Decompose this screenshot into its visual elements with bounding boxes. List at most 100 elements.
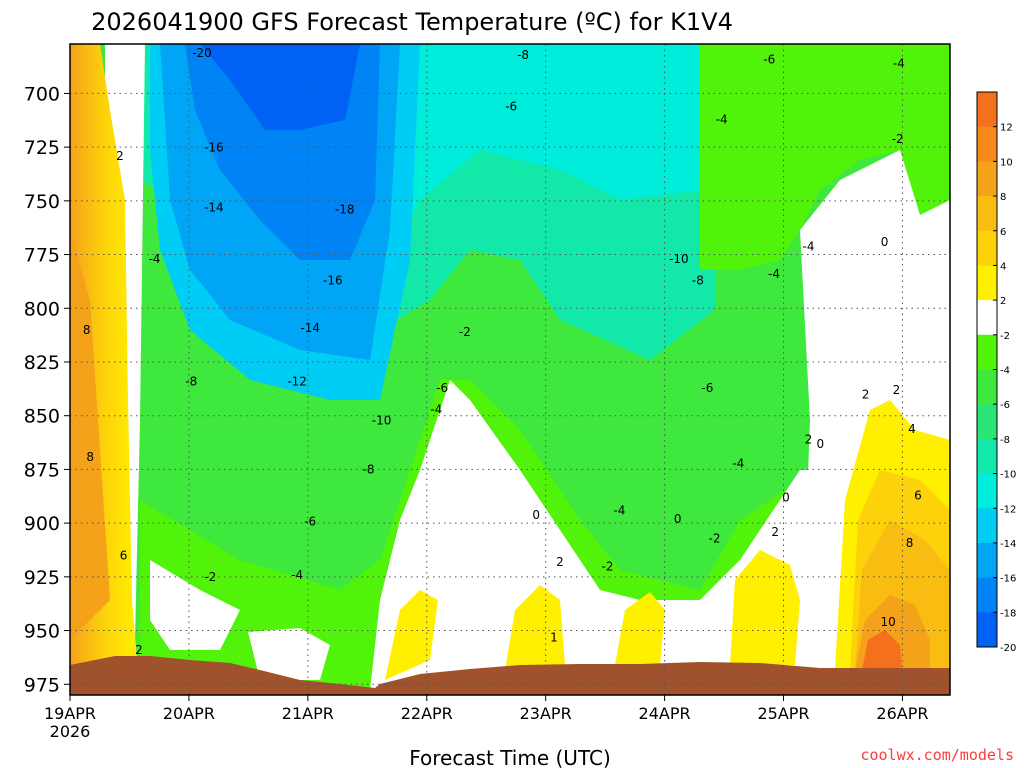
contour-label: 4 <box>908 422 916 436</box>
contour-label: -2 <box>709 531 721 545</box>
field-warm-lobe-2 <box>505 585 565 670</box>
colorbar-tick-label: -6 <box>1000 400 1010 411</box>
contour-label: -4 <box>732 456 744 470</box>
contour-label: 6 <box>914 488 922 502</box>
colorbar-tick-label: 10 <box>1000 157 1013 168</box>
y-tick-label: 975 <box>24 674 60 696</box>
plot-frame <box>69 43 951 696</box>
colorbar-swatch <box>977 404 997 440</box>
y-tick-label: 875 <box>24 459 60 481</box>
colorbar-swatch <box>977 300 997 336</box>
contour-label: -8 <box>692 274 704 288</box>
contour-label: 2 <box>116 149 124 163</box>
contour-label: 1 <box>550 630 558 644</box>
contour-label: -8 <box>363 463 375 477</box>
contour-label: -4 <box>613 504 625 518</box>
contour-label: -16 <box>323 274 343 288</box>
contour-label: 8 <box>86 450 94 464</box>
contour-label: -6 <box>436 381 448 395</box>
field-warm-right-12 <box>862 630 902 670</box>
x-axis-label: Forecast Time (UTC) <box>409 746 611 768</box>
credit-text: coolwx.com/models <box>860 746 1014 764</box>
plot-grid <box>70 44 950 695</box>
colorbar-swatch <box>977 265 997 301</box>
field-warm-lobe-1 <box>385 590 438 680</box>
contour-label: 8 <box>906 536 914 550</box>
y-tick-label: 950 <box>24 621 60 643</box>
contour-label: 2 <box>135 643 143 657</box>
contour-label: 2 <box>862 388 870 402</box>
contour-label: -6 <box>701 381 713 395</box>
y-tick-label: 900 <box>24 513 60 535</box>
contour-label: 10 <box>881 615 896 629</box>
contour-label: -6 <box>763 52 775 66</box>
contour-label: 0 <box>817 437 825 451</box>
x-tick-sublabel: 2026 <box>50 722 91 741</box>
colorbar-tick-label: -8 <box>1000 435 1010 446</box>
y-tick-label: 725 <box>24 137 60 159</box>
contour-label: 0 <box>881 235 889 249</box>
contour-label: -4 <box>291 568 303 582</box>
field-warm-left-core <box>70 230 110 640</box>
contour-label: -10 <box>372 413 392 427</box>
terrain <box>70 656 950 695</box>
contour-label: -8 <box>517 48 529 62</box>
contour-label: -12 <box>287 375 307 389</box>
x-tick-label: 24APR <box>639 704 691 723</box>
field-warm-lobe-4 <box>730 550 800 665</box>
contour-label: 0 <box>674 512 682 526</box>
colorbar-tick-label: -12 <box>1000 504 1016 515</box>
contour-label: 0 <box>782 491 790 505</box>
contour-label: 2 <box>556 555 564 569</box>
colorbar-swatch <box>977 196 997 232</box>
y-tick-label: 850 <box>24 406 60 428</box>
colorbar-tick-label: -10 <box>1000 470 1016 481</box>
contour-label: -4 <box>148 252 160 266</box>
contour-label: -6 <box>505 100 517 114</box>
colorbar-tick-label: 8 <box>1000 192 1006 203</box>
contour-label: -2 <box>602 559 614 573</box>
field-warm-lobe-3 <box>615 592 665 665</box>
field-green-upper-right <box>700 44 950 270</box>
x-tick-label: 21APR <box>282 704 334 723</box>
contour-label: -4 <box>430 403 442 417</box>
colorbar-swatch <box>977 126 997 162</box>
colorbar-swatch <box>977 542 997 579</box>
y-tick-label: 775 <box>24 245 60 267</box>
colorbar-swatch <box>977 161 997 197</box>
colorbar-swatch <box>977 92 997 128</box>
contour-label: -2 <box>204 570 216 584</box>
y-tick-label: 750 <box>24 191 60 213</box>
contour-label: -2 <box>459 325 471 339</box>
x-tick-label: 19APR <box>44 704 96 723</box>
contour-label: 2 <box>893 383 901 397</box>
field-white-pocket <box>248 628 330 680</box>
contour-label: 6 <box>120 549 128 563</box>
temperature-field <box>70 44 950 695</box>
contour-label: -4 <box>716 112 728 126</box>
contour-label: -14 <box>204 201 224 215</box>
contour-label: -8 <box>185 375 197 389</box>
field-white-lower-left <box>150 560 240 650</box>
y-axis: 700 725 750 775 800 825 850 875 900 925 950 975 <box>24 83 70 696</box>
x-tick-label: 26APR <box>876 704 928 723</box>
colorbar-swatch <box>977 612 997 648</box>
colorbar-tick-label: -20 <box>1000 643 1016 654</box>
colorbar-tick-label: -4 <box>1000 366 1010 377</box>
field-white-mid <box>370 380 850 690</box>
contour-label: -16 <box>204 140 224 154</box>
field-cold-core-20 <box>200 44 360 130</box>
colorbar-swatch <box>977 473 997 509</box>
contour-label: -18 <box>335 203 355 217</box>
contour-label: 0 <box>532 508 540 522</box>
x-tick-label: 23APR <box>520 704 572 723</box>
contour-label: -20 <box>192 46 212 60</box>
y-tick-label: 825 <box>24 352 60 374</box>
colorbar-tick-label: -18 <box>1000 608 1016 619</box>
colorbar: 12 10 8 6 4 2 -2 -4 -6 -8 -10 -12 -14 -16 -18 -20 <box>976 91 1016 654</box>
colorbar-tick-label: -16 <box>1000 574 1016 585</box>
contour-label: 2 <box>771 525 779 539</box>
x-tick-label: 20APR <box>163 704 215 723</box>
colorbar-swatch <box>977 438 997 475</box>
